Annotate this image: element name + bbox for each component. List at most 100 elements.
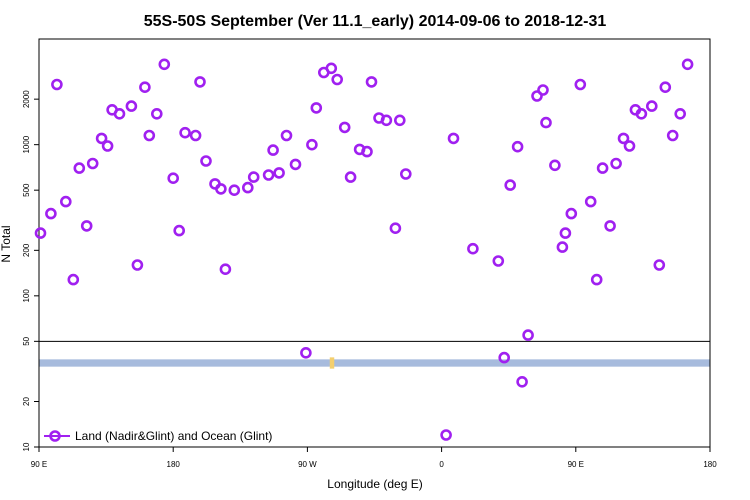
data-point bbox=[653, 259, 666, 271]
data-point bbox=[511, 140, 524, 153]
data-point bbox=[262, 169, 275, 181]
data-point bbox=[380, 114, 393, 127]
data-point bbox=[399, 168, 412, 180]
data-point bbox=[393, 114, 406, 127]
x-tick-label: 90 E bbox=[31, 460, 47, 469]
legend: Land (Nadir&Glint) and Ocean (Glint) bbox=[44, 429, 272, 443]
data-point bbox=[310, 102, 323, 114]
data-point bbox=[559, 227, 572, 239]
data-point bbox=[522, 329, 534, 341]
data-point bbox=[447, 132, 460, 145]
data-point bbox=[440, 429, 452, 441]
x-axis-label: Longitude (deg E) bbox=[327, 477, 422, 491]
data-point bbox=[125, 100, 138, 112]
data-point bbox=[215, 183, 227, 195]
y-tick-label: 100 bbox=[22, 289, 31, 303]
data-point bbox=[681, 58, 694, 71]
legend-label: Land (Nadir&Glint) and Ocean (Glint) bbox=[75, 429, 272, 443]
data-point bbox=[60, 195, 72, 208]
data-point bbox=[338, 121, 351, 134]
x-tick-label: 90 E bbox=[568, 460, 584, 469]
data-point bbox=[179, 126, 191, 139]
data-point bbox=[549, 159, 561, 172]
data-point bbox=[80, 220, 93, 232]
data-point bbox=[492, 255, 505, 267]
data-point bbox=[173, 224, 185, 237]
chart-title: 55S-50S September (Ver 11.1_early) 2014-… bbox=[144, 13, 607, 30]
y-tick-label: 200 bbox=[22, 243, 31, 257]
data-point bbox=[574, 78, 587, 91]
data-point bbox=[389, 222, 402, 234]
data-point bbox=[498, 351, 511, 364]
data-point bbox=[143, 129, 156, 142]
data-point bbox=[344, 171, 357, 183]
x-tick-label: 0 bbox=[439, 460, 444, 469]
y-axis-label: N Total bbox=[0, 225, 13, 262]
data-point bbox=[674, 108, 687, 120]
data-point bbox=[604, 220, 616, 232]
data-point bbox=[242, 181, 254, 194]
data-point bbox=[537, 84, 549, 96]
data-point bbox=[361, 145, 373, 158]
data-point bbox=[504, 179, 517, 191]
x-tick-label: 90 W bbox=[298, 460, 317, 469]
data-point bbox=[151, 108, 163, 120]
data-point bbox=[331, 73, 344, 86]
y-tick-label: 2000 bbox=[22, 90, 31, 108]
legend-marker-swatch bbox=[49, 430, 61, 442]
data-point bbox=[273, 167, 285, 179]
data-point bbox=[590, 273, 603, 286]
data-point bbox=[86, 157, 99, 170]
data-point bbox=[113, 108, 126, 120]
data-point bbox=[645, 100, 658, 112]
data-point bbox=[51, 78, 63, 91]
data-point bbox=[101, 140, 114, 152]
plot-border bbox=[38, 38, 711, 448]
data-point bbox=[467, 242, 479, 255]
data-point bbox=[289, 158, 302, 171]
data-point bbox=[565, 207, 578, 220]
data-point bbox=[666, 129, 679, 142]
data-point bbox=[194, 76, 206, 88]
y-tick-label: 10 bbox=[22, 442, 31, 451]
data-point bbox=[280, 129, 293, 142]
data-point bbox=[659, 81, 672, 93]
y-tick-label: 500 bbox=[22, 183, 31, 197]
data-point bbox=[617, 132, 630, 145]
data-point bbox=[200, 155, 212, 167]
data-point bbox=[531, 90, 543, 102]
data-point bbox=[95, 132, 108, 145]
data-point bbox=[139, 81, 151, 93]
data-point bbox=[73, 162, 86, 174]
data-point bbox=[365, 76, 378, 88]
land-band bbox=[39, 359, 710, 367]
data-point bbox=[596, 162, 609, 174]
data-point bbox=[189, 129, 202, 142]
data-point bbox=[34, 227, 47, 239]
data-point bbox=[167, 172, 179, 184]
x-tick-label: 180 bbox=[703, 460, 717, 469]
data-point bbox=[45, 207, 57, 220]
data-point bbox=[556, 241, 569, 253]
y-tick-label: 1000 bbox=[22, 135, 31, 153]
data-point bbox=[325, 62, 338, 75]
land-patch bbox=[329, 357, 335, 369]
data-point bbox=[635, 108, 648, 120]
data-point bbox=[219, 263, 232, 276]
y-tick-label: 20 bbox=[22, 396, 31, 405]
y-tick-label: 50 bbox=[22, 336, 31, 345]
data-point bbox=[131, 259, 144, 271]
data-point bbox=[306, 138, 318, 151]
x-tick-label: 180 bbox=[167, 460, 181, 469]
data-point bbox=[610, 157, 622, 170]
data-point bbox=[623, 140, 636, 152]
data-point bbox=[267, 144, 279, 156]
data-point bbox=[584, 195, 597, 208]
data-point bbox=[158, 58, 171, 71]
plot-area: 90 E 180 90 W 0 90 E 180 10 20 50 100 200 500 1000 20… bbox=[22, 38, 717, 469]
data-point bbox=[228, 184, 241, 196]
data-point bbox=[540, 116, 552, 129]
data-point bbox=[67, 273, 80, 286]
data-point bbox=[300, 346, 312, 359]
